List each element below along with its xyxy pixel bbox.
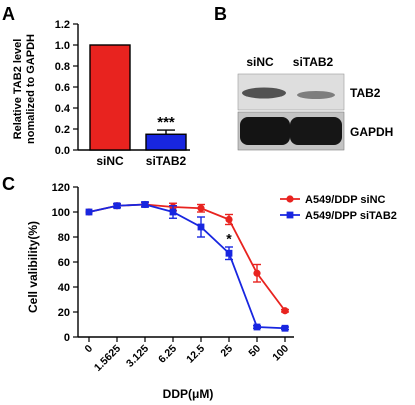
significance-marker: *** [157, 114, 175, 131]
series-sitab2-point [253, 323, 261, 331]
series-sinc-point [281, 307, 289, 315]
bar-chart-tab2-level: Relative TAB2 level nomalized to GAPDH 0… [12, 19, 190, 168]
series-sitab2-point [141, 201, 149, 208]
legend-sitab2-swatch-marker [286, 211, 294, 219]
bar-chart-y-tick-label: 0.4 [55, 103, 71, 115]
blot-band-gapdh-sinc [240, 117, 290, 145]
bar-chart-y-tick-label: 0.2 [55, 124, 70, 136]
bar-chart-y-tick-label: 1.2 [55, 19, 70, 31]
blot-band-gapdh-sitab2 [290, 117, 342, 145]
line-chart-x-tick-label: 100 [270, 343, 291, 364]
bar-sinc [89, 44, 131, 151]
series-sitab2-point [113, 202, 121, 210]
line-chart-x-tick-label: 25 [218, 343, 235, 360]
bar-sitab2 [145, 133, 187, 151]
line-chart-y-tick-label: 60 [58, 257, 70, 269]
line-chart-cell-viability: Cell valibility(%) DDP(μM) 0 20 40 60 80 100 1… [26, 182, 397, 401]
series-sinc-point [197, 204, 205, 212]
panel-label-c: C [2, 174, 15, 194]
panel-label-a: A [2, 4, 15, 24]
series-sinc-point [253, 269, 261, 277]
western-blot: siNC siTAB2 TAB2 GAPDH [237, 55, 393, 151]
legend-sinc-swatch-marker [286, 195, 294, 203]
bar-chart-y-tick-label: 0.0 [55, 145, 70, 157]
bar-chart-x-tick-label: siNC [96, 154, 124, 168]
line-chart-x-tick-label: 50 [246, 343, 263, 360]
line-chart-x-tick-label: 12.5 [184, 343, 207, 366]
blot-band-label-gapdh: GAPDH [350, 125, 393, 139]
line-chart-x-tick-label: 0 [83, 343, 96, 356]
line-chart-y-tick-label: 80 [58, 232, 70, 244]
blot-lane-label-sitab2: siTAB2 [293, 55, 334, 69]
bar-chart-y-tick-label: 0.8 [55, 61, 70, 73]
blot-band-tab2-sinc [242, 87, 286, 99]
line-chart-x-tick-label: 6.25 [156, 343, 179, 366]
line-chart-y-tick-label: 0 [64, 332, 70, 344]
bar-chart-y-label-line2: nomalized to GAPDH [25, 34, 37, 144]
series-sitab2-line [88, 203, 286, 330]
line-chart-x-tick-label: 3.125 [124, 343, 151, 370]
blot-band-label-tab2: TAB2 [350, 86, 381, 100]
series-sitab2-point [85, 208, 93, 216]
line-chart-y-tick-label: 100 [52, 207, 70, 219]
line-chart-y-tick-label: 40 [58, 282, 70, 294]
legend-sitab2-label: A549/DPP siTAB2 [305, 210, 397, 222]
line-chart-y-label: Cell valibility(%) [26, 221, 40, 313]
series-sitab2-point [169, 208, 177, 216]
bar-chart-y-tick-label: 1.0 [55, 40, 70, 52]
series-sitab2-point [281, 324, 289, 332]
series-sinc-point [225, 215, 233, 224]
line-significance-marker: * [226, 230, 232, 246]
bar-chart-y-label-line1: Relative TAB2 level [12, 39, 24, 140]
series-sitab2-point [225, 249, 233, 257]
bar-chart-x-tick-label: siTAB2 [146, 154, 187, 168]
blot-band-tab2-sitab2 [297, 91, 335, 99]
line-chart-x-tick-label: 1.5625 [92, 343, 123, 374]
line-chart-x-label: DDP(μM) [163, 387, 214, 401]
blot-lane-label-sinc: siNC [246, 55, 274, 69]
series-sitab2-point [197, 223, 205, 231]
panel-label-b: B [214, 4, 227, 24]
bar-chart-y-tick-label: 0.6 [55, 82, 70, 94]
line-chart-y-tick-label: 20 [58, 307, 70, 319]
line-chart-y-tick-label: 120 [52, 182, 70, 194]
legend-sinc-label: A549/DDP siNC [305, 194, 386, 206]
